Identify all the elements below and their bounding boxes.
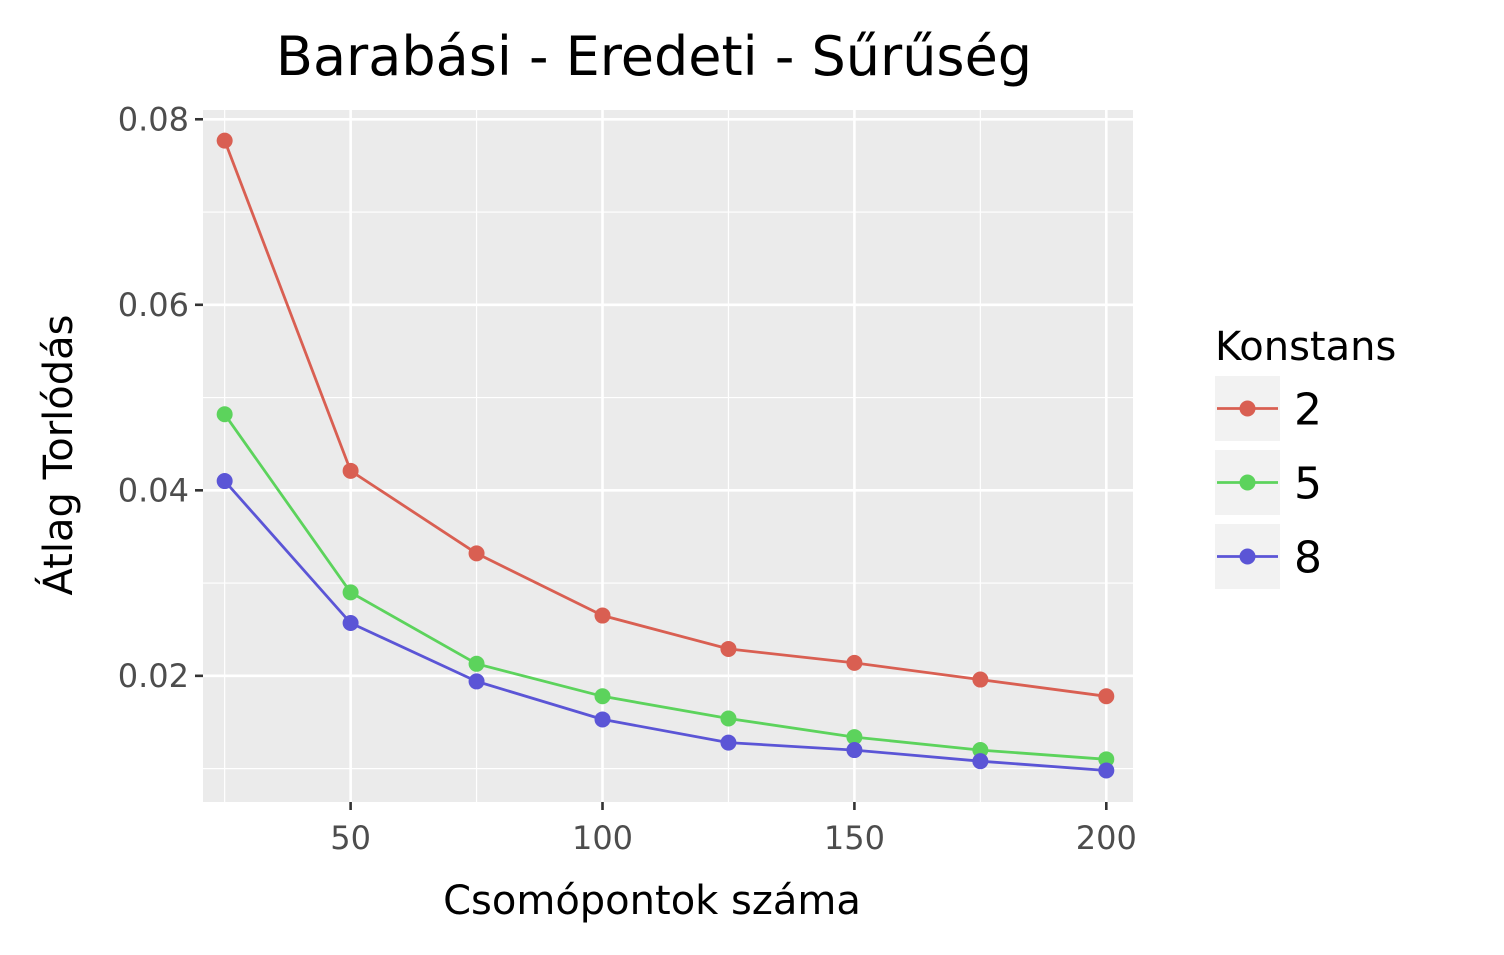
legend: Konstans 2 5 8 [1215,324,1396,589]
data-point-5 [720,710,737,727]
y-axis-title: Átlag Torlódás [34,315,82,596]
y-tick-label: 0.02 [118,657,189,695]
series-layer [216,132,1115,779]
y-tick-label: 0.08 [118,100,189,138]
data-point-2 [720,640,737,657]
x-tick-label: 200 [1076,819,1137,857]
x-axis-title: Csomópontok száma [443,878,861,924]
data-point-8 [342,614,359,631]
y-tick-label: 0.04 [118,471,189,509]
data-point-5 [468,655,485,672]
axis-ticks: 50 100 150 200 0.02 0.04 0.06 0.08 [118,100,1137,857]
plot-panel [203,110,1133,802]
data-point-5 [216,406,233,423]
series-line-5 [223,413,1107,761]
data-point-2 [468,545,485,562]
legend-title: Konstans [1215,324,1396,370]
legend-items: 2 5 8 [1215,376,1322,589]
data-point-2 [594,607,611,624]
data-point-8 [468,673,485,690]
legend-point-8 [1239,548,1256,565]
x-tick-label: 150 [824,819,885,857]
chart-title: Barabási - Eredeti - Sűrűség [276,25,1032,88]
grid-minor [203,110,1133,802]
data-point-2 [342,462,359,479]
x-tick-label: 50 [330,819,371,857]
series-line-8 [223,480,1107,772]
legend-point-2 [1239,400,1256,417]
legend-label-5: 5 [1294,459,1322,510]
y-tick-label: 0.06 [118,286,189,324]
data-point-8 [1098,762,1115,779]
x-tick-label: 100 [572,819,633,857]
data-point-8 [846,742,863,759]
series-line-2 [223,140,1107,698]
data-point-5 [972,742,989,759]
data-point-2 [846,654,863,671]
data-point-8 [720,734,737,751]
data-point-5 [342,584,359,601]
data-point-2 [1098,688,1115,705]
data-point-5 [846,729,863,746]
legend-label-8: 8 [1294,533,1322,584]
data-point-5 [594,688,611,705]
data-point-2 [972,671,989,688]
data-point-8 [594,711,611,728]
legend-label-2: 2 [1294,385,1322,436]
data-point-8 [972,753,989,770]
data-point-8 [216,473,233,490]
data-point-2 [216,132,233,149]
legend-point-5 [1239,474,1256,491]
data-point-5 [1098,751,1115,768]
